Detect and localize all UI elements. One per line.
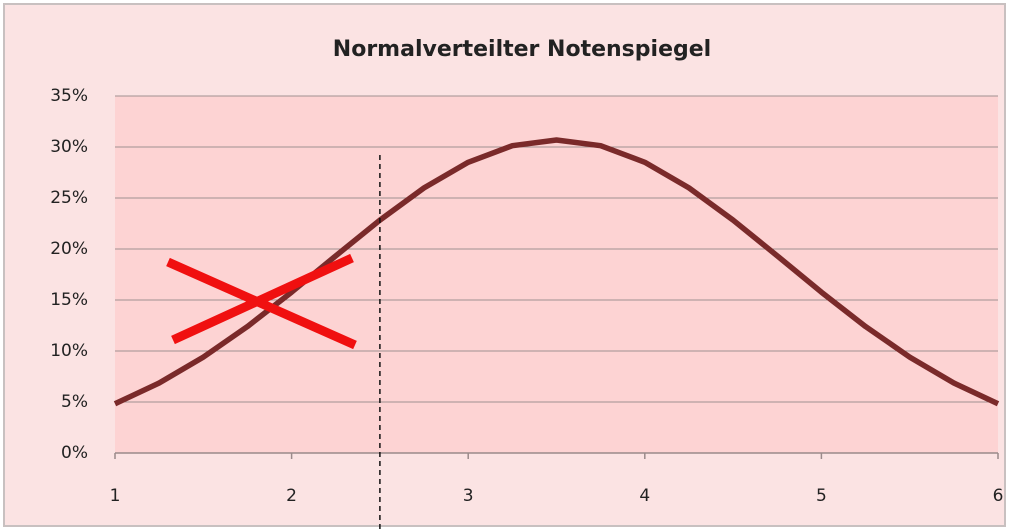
x-tick-label: 1 [110,486,121,506]
x-tick-label: 5 [816,486,827,506]
plot-area [115,96,998,453]
y-tick-label: 15% [50,290,88,310]
curve [113,137,1000,407]
y-tick-label: 20% [50,239,88,259]
x-tick-label: 3 [463,486,474,506]
y-tick-label: 10% [50,341,88,361]
y-tick-label: 25% [50,188,88,208]
chart-title: Normalverteilter Notenspiegel [333,37,711,62]
cross-stroke [171,253,354,345]
y-tick-label: 0% [61,443,88,463]
x-tick-label: 2 [286,486,297,506]
x-tick-label: 4 [639,486,650,506]
x-tick-label: 6 [993,486,1004,506]
y-tick-label: 35% [50,86,88,106]
y-tick-label: 30% [50,137,88,157]
y-tick-label: 5% [61,392,88,412]
